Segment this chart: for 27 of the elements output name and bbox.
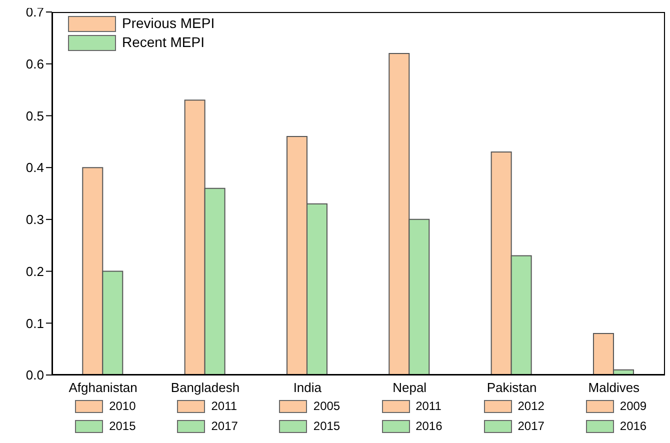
text: 2016: [620, 419, 647, 433]
x-tick-label: Nepal: [392, 380, 427, 396]
text: 2016: [416, 419, 442, 433]
y-tick-label: 0.4: [26, 160, 44, 176]
text: 2012: [518, 399, 544, 413]
x-tick-label: Bangladesh: [170, 380, 240, 396]
text: 2017: [518, 419, 544, 433]
text: 2011: [416, 399, 442, 413]
x-tick-label: Afghanistan: [68, 380, 138, 396]
y-tick-label: 0.5: [26, 108, 44, 124]
x-tick-label: Maldives: [588, 380, 640, 396]
text: 2011: [211, 399, 238, 413]
text: 2015: [109, 419, 136, 433]
y-tick-label: 0.1: [26, 316, 44, 331]
x-tick-label: Pakistan: [486, 380, 537, 396]
y-tick-label: 0.6: [26, 56, 44, 72]
text: 2010: [109, 399, 136, 413]
text: 2017: [211, 419, 238, 433]
y-tick-label: 0.2: [26, 264, 44, 279]
y-tick-label: 0.0: [26, 368, 44, 383]
text: 2009: [620, 399, 647, 413]
text: 2005: [313, 399, 340, 413]
text: 2015: [313, 419, 340, 433]
y-tick-label: 0.3: [26, 212, 44, 228]
legend-label: Previous MEPI: [122, 14, 215, 33]
legend-label: Recent MEPI: [122, 33, 204, 52]
x-tick-label: India: [293, 380, 322, 396]
